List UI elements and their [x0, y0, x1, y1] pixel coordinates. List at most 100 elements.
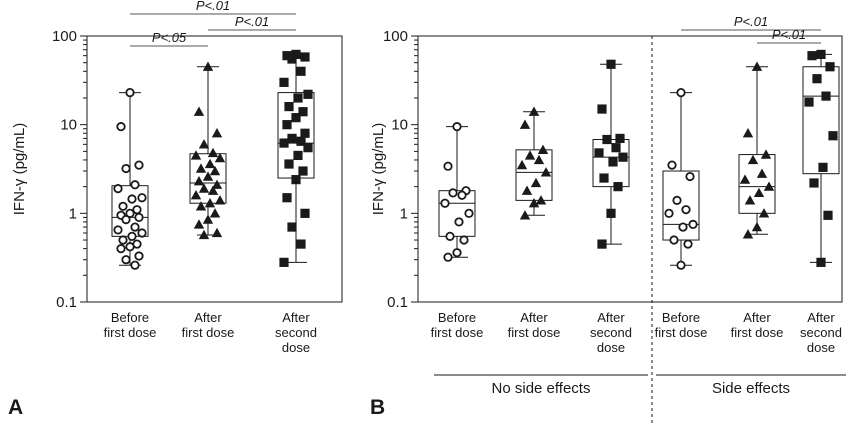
data-point [742, 229, 754, 239]
data-point [118, 235, 128, 245]
data-point [303, 143, 313, 153]
data-point [533, 154, 545, 165]
data-point [678, 222, 688, 232]
data-point [118, 201, 128, 211]
data-point [519, 210, 531, 220]
category-5: After second dose [800, 49, 842, 355]
data-point [279, 257, 289, 267]
y-axis-label: IFN-γ (pg/mL) [11, 123, 28, 216]
data-point [454, 217, 464, 227]
data-point [202, 61, 214, 71]
data-point [300, 52, 310, 62]
data-point [597, 239, 607, 249]
data-point [809, 178, 819, 188]
data-point [202, 214, 214, 224]
category-label-line: dose [597, 340, 625, 355]
data-point [812, 74, 822, 84]
data-point [464, 208, 474, 218]
data-point [744, 195, 756, 205]
data-point [763, 181, 775, 191]
data-point [683, 239, 693, 249]
data-point [459, 235, 469, 245]
data-point [211, 179, 223, 189]
data-point [676, 87, 686, 98]
category-label-line: second [590, 325, 632, 340]
data-point [198, 229, 210, 240]
category-label-line: After [743, 310, 771, 325]
data-point [298, 107, 308, 117]
panel-b-frame [417, 35, 843, 303]
data-point [303, 89, 313, 99]
data-point [293, 150, 303, 161]
data-point [134, 160, 144, 170]
data-point [195, 201, 207, 211]
data-point [284, 159, 294, 169]
y-tick-label: 100 [52, 28, 77, 45]
category-label-line: first dose [431, 325, 484, 340]
data-point [457, 190, 467, 200]
data-point [823, 210, 833, 220]
y-tick-label: 1 [69, 205, 77, 222]
data-point [516, 159, 528, 170]
data-point [204, 158, 216, 169]
box [662, 170, 700, 241]
data-point [608, 157, 618, 167]
data-point [287, 222, 297, 232]
data-point [209, 165, 221, 176]
data-point [130, 180, 140, 190]
data-point [113, 225, 123, 235]
category-label-line: After [597, 310, 625, 325]
category-label-line: first dose [508, 325, 561, 340]
data-point [193, 106, 205, 116]
data-point [296, 239, 306, 249]
data-point [287, 54, 297, 64]
data-point [211, 227, 223, 238]
data-point [524, 150, 536, 160]
y-tick-label: 10 [391, 117, 408, 134]
significance-label: P<.05 [152, 30, 187, 45]
data-point [443, 161, 453, 171]
data-point [756, 168, 768, 178]
data-point [742, 128, 754, 138]
category-label-line: After [194, 310, 222, 325]
data-point [667, 160, 677, 170]
data-point [198, 183, 210, 193]
data-point [672, 195, 682, 205]
data-point [618, 152, 628, 162]
data-point [448, 188, 458, 198]
category-label-line: first dose [182, 325, 235, 340]
data-point [134, 212, 144, 222]
category-1: After first dose [182, 61, 235, 340]
category-label-line: dose [807, 340, 835, 355]
category-label: Before first dose [655, 310, 708, 340]
category-1: After first dose [508, 106, 561, 340]
data-point [753, 187, 765, 198]
data-point [116, 244, 126, 254]
data-point [521, 185, 533, 195]
category-label-line: dose [282, 340, 310, 355]
data-point [528, 198, 540, 208]
data-point [291, 113, 301, 123]
category-label-line: first dose [655, 325, 708, 340]
significance-label: P<.01 [734, 14, 768, 29]
data-point [193, 176, 205, 186]
data-point [685, 171, 695, 182]
data-point [676, 260, 686, 270]
panel-letter-a: A [8, 396, 23, 419]
data-point [828, 131, 838, 141]
category-label: Before first dose [431, 310, 484, 340]
data-point [300, 128, 310, 138]
category-label-line: Before [111, 310, 149, 325]
data-point [669, 235, 679, 245]
category-label-line: After [520, 310, 548, 325]
data-point [130, 260, 140, 270]
data-point [190, 190, 202, 200]
data-point [137, 193, 147, 203]
data-point [193, 219, 205, 229]
data-point [204, 198, 216, 208]
data-point [816, 257, 826, 267]
category-label: Before first dose [104, 310, 157, 340]
data-point [287, 133, 297, 144]
data-point [606, 208, 616, 218]
